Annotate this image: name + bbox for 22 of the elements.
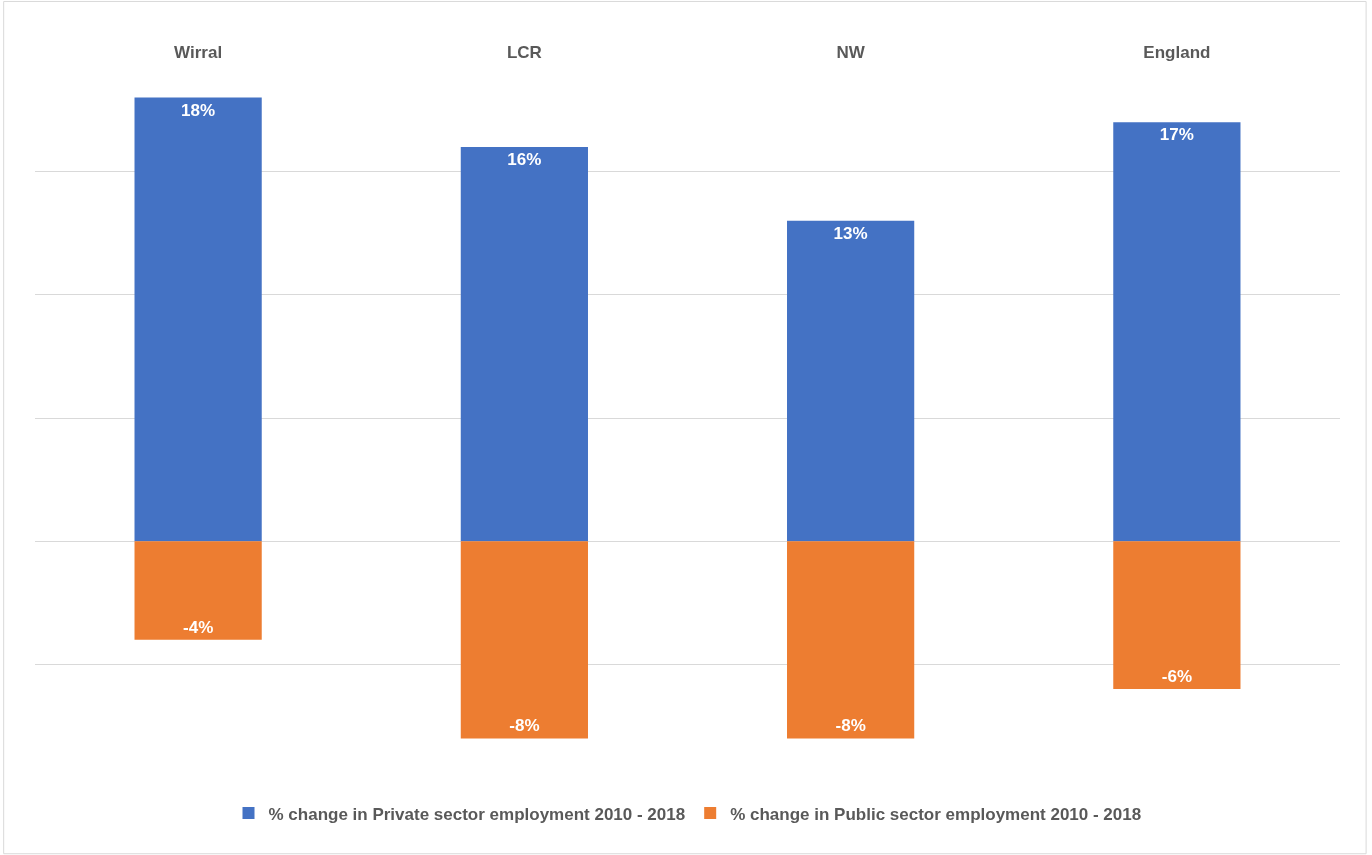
bar [134, 97, 262, 542]
data-label: 17% [1159, 125, 1194, 145]
legend-label: % change in Private sector employment 2010 - 2018 [268, 804, 686, 824]
legend-label: % change in Public sector employment 2010 - 2018 [730, 804, 1142, 824]
data-label: -6% [1161, 667, 1192, 687]
data-label: -8% [835, 716, 866, 736]
data-label: 18% [181, 100, 216, 120]
bar [134, 541, 262, 640]
data-label: -4% [183, 617, 214, 637]
x-tick-label: England [1143, 42, 1211, 62]
data-label: 16% [507, 149, 542, 169]
data-label: 13% [833, 223, 868, 243]
bar [1113, 541, 1241, 690]
bar [787, 220, 915, 542]
bar [787, 541, 915, 739]
bar [460, 146, 588, 542]
data-label: -8% [509, 716, 540, 736]
bar [460, 541, 588, 739]
x-tick-label: LCR [506, 42, 542, 62]
x-tick-label: Wirral [174, 42, 223, 62]
bar [1113, 122, 1241, 542]
x-tick-label: NW [836, 42, 866, 62]
